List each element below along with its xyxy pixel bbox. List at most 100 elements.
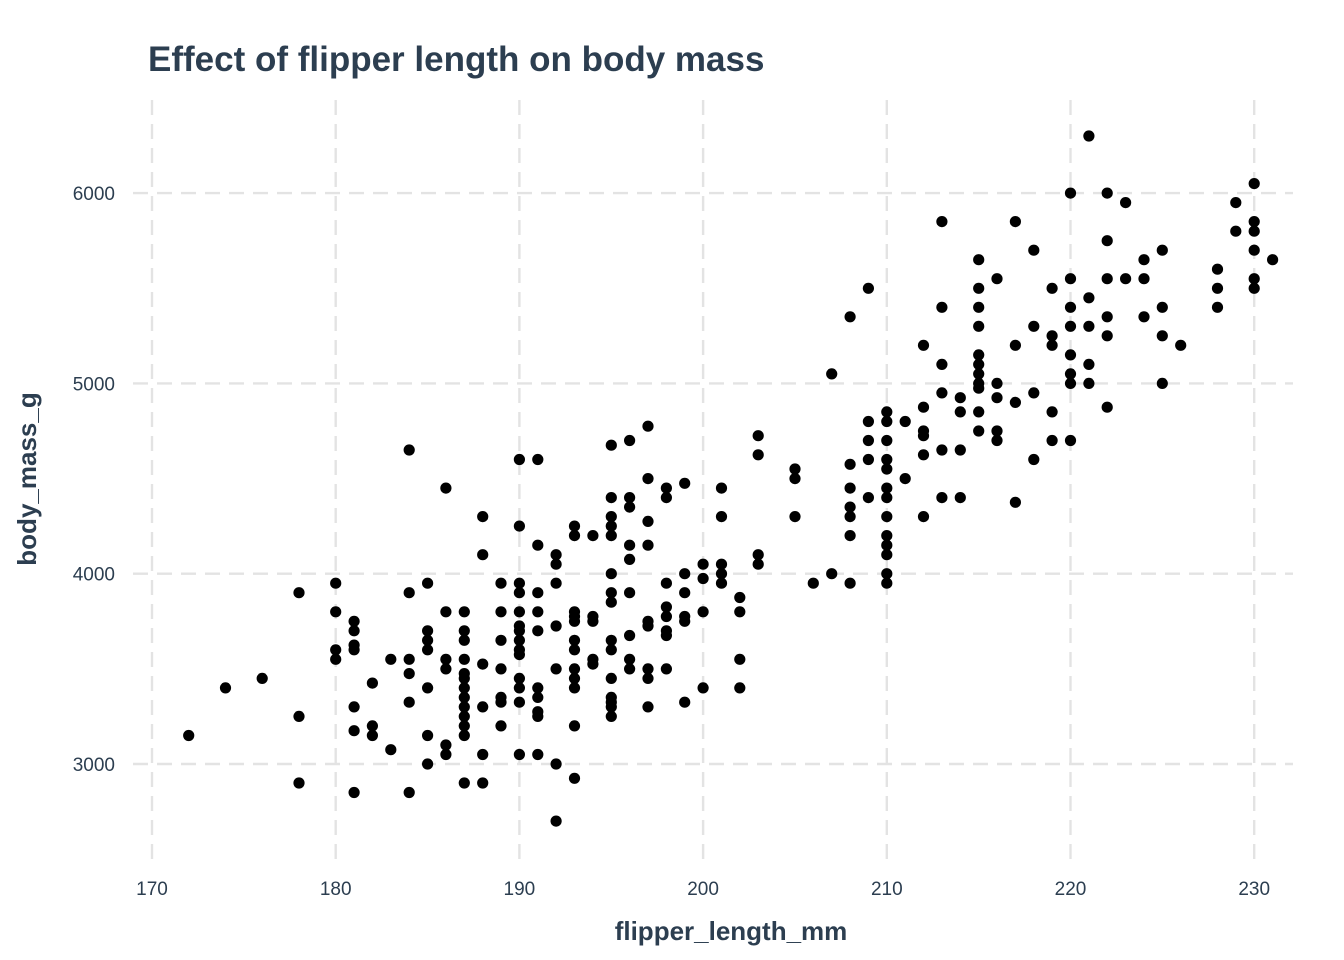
data-point	[1064, 301, 1077, 313]
data-point	[826, 568, 838, 580]
data-point	[568, 663, 581, 675]
data-point	[715, 482, 728, 494]
data-point	[1009, 496, 1022, 508]
data-point	[917, 401, 930, 413]
x-tick-label: 200	[687, 879, 719, 900]
data-point	[973, 406, 985, 418]
data-point	[862, 282, 875, 294]
data-point	[440, 482, 452, 494]
data-point	[936, 387, 948, 399]
data-point	[385, 653, 397, 665]
data-point	[513, 748, 526, 761]
data-point	[422, 682, 434, 694]
data-point	[826, 368, 838, 380]
y-tick-label: 5000	[73, 374, 115, 395]
data-point	[1101, 273, 1113, 285]
data-point	[917, 510, 930, 523]
data-point	[642, 515, 654, 528]
data-point	[642, 663, 654, 675]
data-point	[973, 368, 985, 380]
data-point	[844, 482, 856, 494]
data-point	[293, 587, 305, 599]
data-point	[605, 492, 617, 504]
data-point	[330, 644, 342, 656]
data-point	[422, 644, 434, 656]
data-point	[1156, 330, 1168, 342]
data-point	[477, 658, 489, 670]
data-point	[1211, 282, 1224, 294]
data-point	[1248, 216, 1260, 228]
data-point	[862, 453, 875, 466]
data-point	[624, 653, 636, 665]
data-point	[403, 668, 415, 680]
data-point	[440, 653, 452, 665]
data-point	[422, 625, 434, 637]
data-point	[1248, 225, 1260, 237]
data-point	[568, 682, 581, 694]
data-point	[973, 254, 985, 266]
data-point	[495, 606, 507, 618]
data-point	[1248, 244, 1260, 256]
data-point	[881, 463, 893, 475]
data-point	[1009, 396, 1022, 408]
data-point	[844, 577, 856, 589]
data-point	[1009, 339, 1022, 351]
data-point	[440, 663, 452, 675]
data-point	[422, 758, 434, 770]
data-point	[1046, 434, 1058, 447]
data-point	[1211, 263, 1224, 275]
data-point	[477, 777, 489, 789]
data-point	[862, 415, 875, 428]
data-point	[1028, 453, 1040, 466]
data-point	[605, 439, 617, 451]
data-point	[624, 587, 636, 599]
data-point	[513, 606, 526, 618]
data-point	[440, 748, 452, 761]
data-point	[881, 406, 893, 418]
data-point	[403, 696, 415, 708]
data-point	[973, 282, 985, 294]
data-point	[624, 539, 636, 551]
data-point	[881, 453, 893, 466]
data-point	[605, 587, 617, 599]
data-point	[991, 392, 1003, 404]
data-point	[862, 492, 875, 504]
data-point	[513, 577, 526, 589]
data-point	[495, 720, 507, 732]
data-point	[458, 682, 470, 694]
data-point	[513, 682, 526, 694]
data-point	[1064, 434, 1077, 447]
data-point	[440, 606, 452, 618]
data-point	[422, 577, 434, 589]
data-point	[1101, 235, 1113, 247]
data-point	[348, 701, 360, 713]
data-point	[605, 596, 617, 608]
data-point	[532, 606, 544, 618]
data-point	[495, 696, 507, 708]
data-point	[936, 492, 948, 504]
data-point	[348, 615, 360, 627]
data-point	[1064, 273, 1077, 285]
data-point	[789, 473, 801, 485]
data-point	[1156, 244, 1168, 256]
data-point	[513, 649, 526, 661]
data-point	[624, 434, 636, 447]
data-point	[458, 634, 470, 646]
data-point	[458, 701, 470, 713]
data-point	[1175, 339, 1187, 351]
data-point	[789, 463, 801, 475]
data-point	[605, 644, 617, 656]
data-point	[348, 625, 360, 637]
data-point	[605, 634, 617, 646]
data-point	[1248, 273, 1260, 285]
data-point	[1046, 330, 1058, 342]
data-point	[936, 216, 948, 228]
data-point	[366, 677, 378, 689]
data-point	[752, 430, 764, 442]
data-point	[734, 653, 746, 665]
data-point	[679, 696, 691, 708]
data-point	[256, 672, 268, 685]
data-point	[844, 501, 856, 513]
data-point	[293, 710, 305, 723]
data-point	[605, 701, 617, 713]
